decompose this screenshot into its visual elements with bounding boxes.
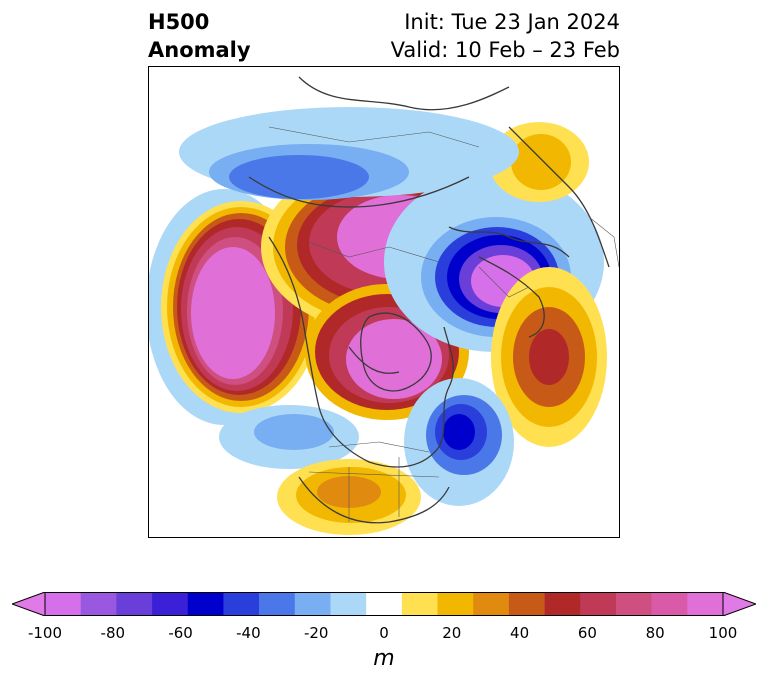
colorbar-cells (45, 592, 724, 616)
title-line1: H500 (148, 10, 210, 34)
date-info: Init: Tue 23 Jan 2024 Valid: 10 Feb – 23… (391, 8, 620, 64)
coastlines (248, 76, 610, 524)
colorbar-tick-label: 80 (645, 624, 665, 642)
colorbar-cell (45, 592, 81, 616)
colorbar-cell (473, 592, 510, 616)
colorbar-extend-max (722, 592, 756, 616)
negative-anomaly-west-us (219, 405, 359, 469)
valid-date: Valid: 10 Feb – 23 Feb (390, 38, 620, 62)
colorbar-cell (259, 592, 296, 616)
colorbar-cell (687, 592, 724, 616)
positive-anomaly-pacific (149, 189, 321, 425)
colorbar-cell (580, 592, 617, 616)
colorbar-cell (223, 592, 260, 616)
colorbar-tick-label: 0 (379, 624, 389, 642)
colorbar-tick-label: -100 (27, 624, 63, 642)
colorbar-cell (152, 592, 189, 616)
colorbar-outline (44, 592, 724, 616)
negative-anomaly-europe (384, 172, 604, 352)
colorbar-cell (437, 592, 474, 616)
negative-anomaly-east-coast (404, 378, 514, 506)
colorbar-cell (330, 592, 367, 616)
colorbar-cell (80, 592, 117, 616)
borders (268, 126, 619, 522)
colorbar-cell (294, 592, 331, 616)
init-date: Init: Tue 23 Jan 2024 (404, 10, 620, 34)
colorbar-cell (187, 592, 224, 616)
colorbar-cell (366, 592, 403, 616)
positive-anomaly-atlantic (491, 267, 607, 447)
colorbar-tick-label: 60 (577, 624, 597, 642)
colorbar-tick-label: 20 (442, 624, 462, 642)
colorbar-tick-label: 40 (510, 624, 530, 642)
colorbar-cell (544, 592, 581, 616)
colorbar-units: m (373, 646, 395, 671)
colorbar-tick-label: -80 (100, 624, 126, 642)
colorbar-cell (651, 592, 688, 616)
colorbar-cell (508, 592, 545, 616)
colorbar-tick-label: 100 (708, 624, 738, 642)
negative-anomaly-central-asia (179, 107, 519, 200)
colorbar-tick-label: -20 (303, 624, 329, 642)
colorbar-tick-label: -60 (168, 624, 193, 642)
colorbar-cell (116, 592, 153, 616)
colorbar-cell (401, 592, 438, 616)
title-line2: Anomaly (148, 38, 251, 62)
map-canvas (149, 76, 619, 535)
colorbar-cell (615, 592, 652, 616)
anomaly-map (148, 66, 620, 538)
map-title: H500 Anomaly (148, 8, 251, 64)
colorbar-extend-min (12, 592, 46, 616)
colorbar-tick-label: -40 (236, 624, 261, 642)
colorbar (12, 592, 756, 616)
